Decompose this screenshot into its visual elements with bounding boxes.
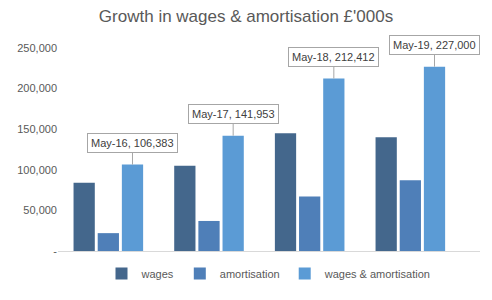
svg-text:-: - [53, 245, 57, 257]
svg-text:wages: wages [141, 268, 174, 280]
svg-text:wages & amortisation: wages & amortisation [324, 268, 430, 280]
svg-text:Growth in wages & amortisation: Growth in wages & amortisation £'000s [99, 7, 393, 26]
svg-text:250,000: 250,000 [17, 42, 57, 54]
svg-text:200,000: 200,000 [17, 82, 57, 94]
svg-text:May-16, 106,383: May-16, 106,383 [91, 137, 174, 149]
svg-text:amortisation: amortisation [220, 268, 280, 280]
svg-text:50,000: 50,000 [23, 204, 57, 216]
svg-text:150,000: 150,000 [17, 123, 57, 135]
svg-text:May-19, 227,000: May-19, 227,000 [393, 39, 476, 51]
svg-text:100,000: 100,000 [17, 164, 57, 176]
svg-text:May-18, 212,412: May-18, 212,412 [292, 51, 375, 63]
svg-text:May-17, 141,953: May-17, 141,953 [192, 108, 275, 120]
